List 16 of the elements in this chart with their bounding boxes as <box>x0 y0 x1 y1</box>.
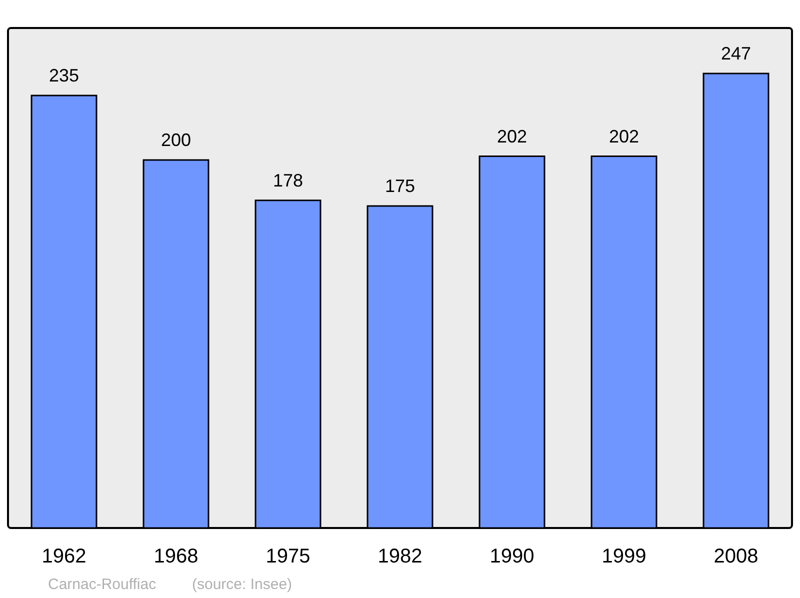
x-tick-label: 1999 <box>602 546 646 568</box>
data-label: 247 <box>720 43 752 64</box>
data-label: 175 <box>384 176 416 196</box>
x-tick-label: 1975 <box>266 546 310 568</box>
x-tick-label: 2008 <box>714 546 758 568</box>
x-tick-label: 1968 <box>154 546 198 568</box>
text: (source: Insee) <box>192 576 292 593</box>
data-label: 178 <box>272 170 304 190</box>
x-tick-label: 1982 <box>378 546 422 568</box>
data-label: 200 <box>160 130 192 150</box>
x-tick-label: 1990 <box>490 546 534 568</box>
data-label: 202 <box>608 126 640 146</box>
data-label: 202 <box>496 126 528 146</box>
x-tick-label: 1962 <box>42 546 86 568</box>
data-label: 235 <box>48 66 80 86</box>
text: Carnac-Rouffiac <box>48 576 157 593</box>
